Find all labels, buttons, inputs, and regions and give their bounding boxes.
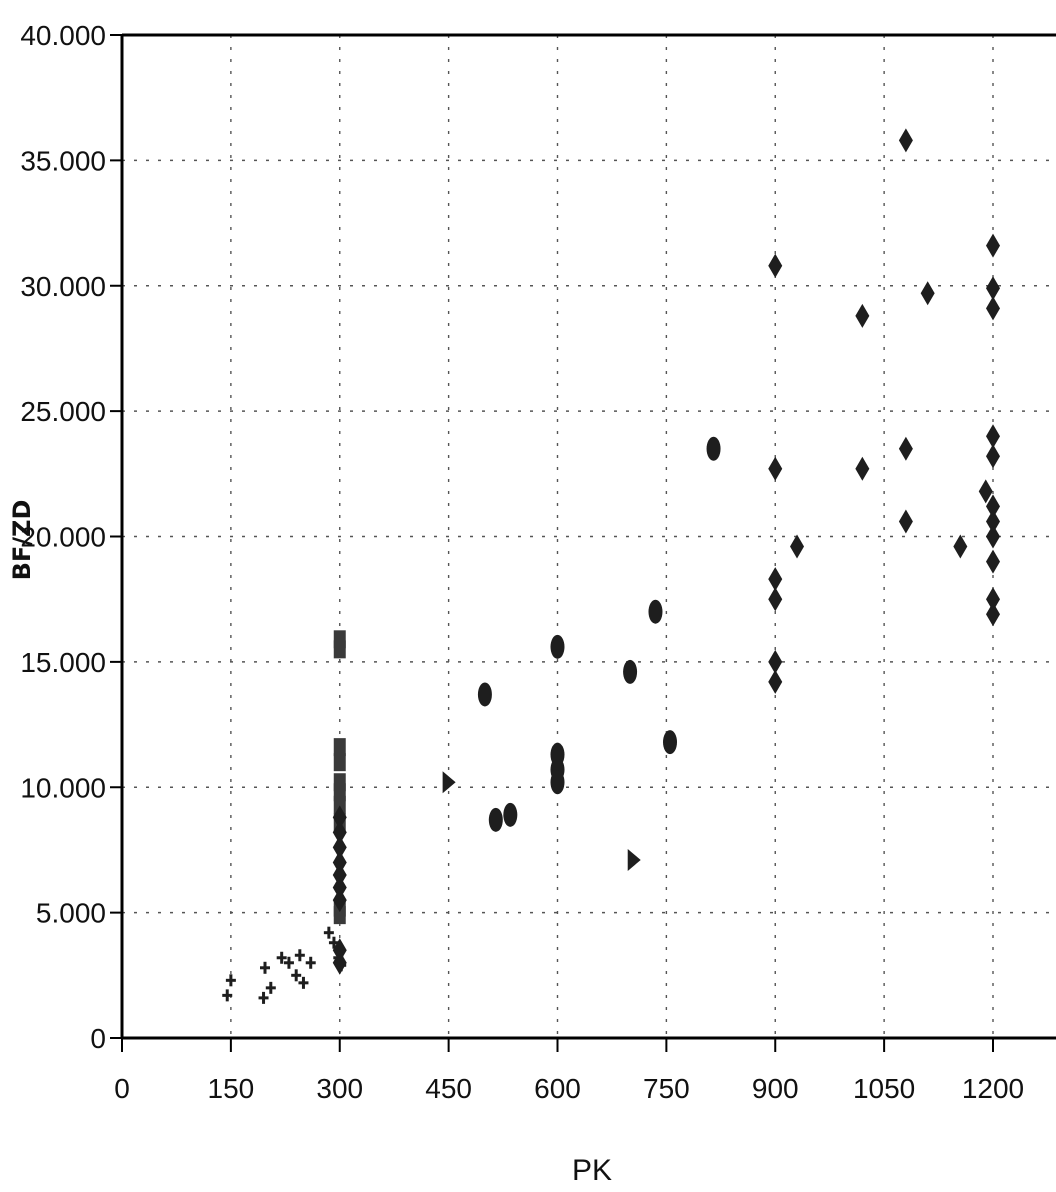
diamond-point <box>768 567 783 592</box>
diamond-point <box>768 669 783 694</box>
y-tick-label: 15.000 <box>20 647 106 678</box>
x-tick-label: 600 <box>534 1073 581 1104</box>
diamond-point <box>978 479 993 504</box>
cross-point <box>276 951 287 964</box>
diamond-point <box>986 509 1000 534</box>
triangle-point <box>627 848 641 871</box>
y-tick-label: 5.000 <box>36 898 106 929</box>
cross-point <box>283 956 294 969</box>
diamond-point <box>986 524 1000 549</box>
diamond-point <box>898 436 913 461</box>
x-tick-label: 300 <box>316 1073 363 1104</box>
diamond-point <box>855 456 870 481</box>
diamond-point <box>768 649 783 674</box>
ellipse-point <box>477 682 492 707</box>
x-tick-label: 900 <box>752 1073 799 1104</box>
diamond-point <box>332 888 347 913</box>
cross-point <box>222 989 233 1002</box>
cross-point <box>265 981 276 994</box>
data-points <box>222 128 1000 1004</box>
ellipse-point <box>503 802 518 827</box>
diamond-point <box>920 281 935 306</box>
ellipse-point <box>663 730 678 755</box>
x-axis-title: PK <box>572 1154 612 1187</box>
diamond-point <box>768 456 783 481</box>
diamond-point <box>986 494 1000 519</box>
diamond-point <box>332 863 347 888</box>
cross-point <box>305 956 316 969</box>
diamond-point <box>768 253 783 278</box>
diamond-point <box>986 587 1000 612</box>
x-tick-label: 450 <box>425 1073 472 1104</box>
axes <box>110 33 1056 1052</box>
diamond-point <box>332 835 347 860</box>
diamond-point <box>898 509 913 534</box>
grid <box>122 35 1056 1038</box>
ellipse-point <box>648 599 663 624</box>
x-tick-label: 150 <box>208 1073 255 1104</box>
diamond-point <box>898 128 913 153</box>
square-point <box>333 640 346 659</box>
diamond-point <box>986 233 1000 258</box>
y-tick-label: 25.000 <box>20 396 106 427</box>
y-tick-label: 20.000 <box>20 522 106 553</box>
diamond-point <box>332 820 347 845</box>
diamond-point <box>332 875 347 900</box>
diamond-point <box>790 534 805 559</box>
diamond-point <box>953 534 968 559</box>
square-point <box>333 738 346 757</box>
cross-point <box>259 961 270 974</box>
square-point <box>333 795 346 814</box>
y-tick-label: 40.000 <box>20 20 106 51</box>
diamond-point <box>332 938 347 963</box>
cross-point <box>291 969 302 982</box>
cross-point <box>294 949 305 962</box>
diamond-point <box>768 587 783 612</box>
diamond-point <box>332 950 347 975</box>
diamond-point <box>332 850 347 875</box>
x-tick-label: 0 <box>114 1073 130 1104</box>
square-point <box>333 906 346 925</box>
diamond-point <box>986 296 1000 321</box>
y-tick-label: 30.000 <box>20 271 106 302</box>
y-tick-label: 0 <box>90 1023 106 1054</box>
ellipse-point <box>550 634 565 659</box>
diamond-point <box>986 424 1000 449</box>
y-axis-title: BF/ZD <box>8 500 36 581</box>
tick-labels: 0 5.000 10.000 15.000 20.000 25.000 30.000 35.0… <box>20 20 1024 1104</box>
ellipse-point <box>488 807 503 832</box>
cross-point <box>225 974 236 987</box>
cross-point <box>258 991 269 1004</box>
diamond-point <box>986 444 1000 469</box>
y-tick-label: 10.000 <box>20 772 106 803</box>
cross-point <box>323 926 334 939</box>
diamond-point <box>986 602 1000 627</box>
y-tick-label: 35.000 <box>20 145 106 176</box>
x-tick-label: 1050 <box>853 1073 915 1104</box>
ellipse-point <box>623 659 638 684</box>
ellipse-point <box>706 436 721 461</box>
cross-point <box>298 976 309 989</box>
diamond-point <box>986 276 1000 301</box>
diamond-point <box>986 549 1000 574</box>
diamond-point <box>855 303 870 328</box>
ellipse-point <box>550 770 565 795</box>
x-tick-label: 1200 <box>962 1073 1024 1104</box>
triangle-point <box>442 771 456 794</box>
x-tick-label: 750 <box>643 1073 690 1104</box>
diamond-point <box>332 805 347 830</box>
square-point <box>333 753 346 772</box>
